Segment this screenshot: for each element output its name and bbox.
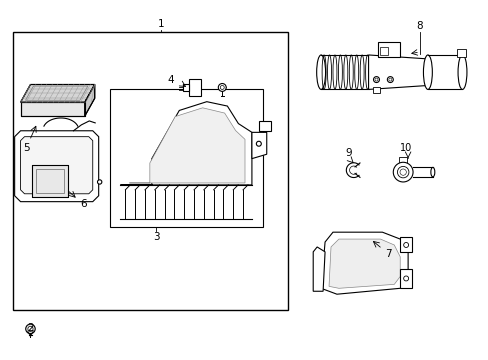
Bar bbox=[258, 121, 270, 131]
Circle shape bbox=[386, 77, 392, 82]
Polygon shape bbox=[313, 247, 325, 291]
Polygon shape bbox=[20, 102, 84, 116]
Polygon shape bbox=[399, 237, 411, 252]
Polygon shape bbox=[84, 85, 95, 116]
Polygon shape bbox=[368, 55, 427, 89]
Circle shape bbox=[97, 180, 102, 184]
Bar bbox=[32, 165, 68, 197]
Circle shape bbox=[256, 141, 261, 146]
Polygon shape bbox=[20, 137, 93, 194]
Polygon shape bbox=[399, 269, 411, 288]
Ellipse shape bbox=[430, 167, 434, 177]
Polygon shape bbox=[321, 232, 407, 294]
Circle shape bbox=[218, 84, 226, 91]
Circle shape bbox=[403, 276, 408, 281]
Bar bbox=[380, 47, 387, 55]
Polygon shape bbox=[328, 239, 399, 288]
Text: 3: 3 bbox=[152, 232, 159, 242]
Text: 5: 5 bbox=[23, 144, 30, 153]
Circle shape bbox=[374, 78, 377, 81]
Polygon shape bbox=[251, 132, 266, 159]
Polygon shape bbox=[129, 108, 244, 183]
Circle shape bbox=[28, 326, 33, 332]
Text: 6: 6 bbox=[81, 199, 87, 209]
Text: 2: 2 bbox=[27, 323, 34, 333]
Polygon shape bbox=[120, 102, 251, 185]
Text: 9: 9 bbox=[345, 148, 351, 158]
Circle shape bbox=[220, 85, 224, 89]
Bar bbox=[36, 169, 64, 193]
Polygon shape bbox=[15, 131, 99, 202]
Ellipse shape bbox=[423, 55, 431, 89]
Circle shape bbox=[26, 324, 35, 334]
Ellipse shape bbox=[457, 55, 466, 89]
Ellipse shape bbox=[316, 55, 325, 89]
Circle shape bbox=[403, 243, 408, 247]
Bar bbox=[372, 87, 380, 93]
Circle shape bbox=[392, 162, 412, 182]
Bar bbox=[32, 165, 68, 197]
Text: 8: 8 bbox=[416, 21, 423, 31]
Text: 1: 1 bbox=[157, 19, 164, 30]
Bar bbox=[20, 102, 84, 116]
Text: 10: 10 bbox=[399, 144, 411, 153]
Circle shape bbox=[397, 166, 408, 178]
Bar bbox=[398, 157, 407, 163]
Bar bbox=[109, 89, 262, 227]
Text: 7: 7 bbox=[384, 249, 391, 259]
Circle shape bbox=[399, 169, 406, 175]
Polygon shape bbox=[20, 85, 95, 102]
Bar bbox=[456, 49, 466, 57]
Bar bbox=[13, 32, 287, 310]
Polygon shape bbox=[183, 84, 188, 91]
Bar bbox=[188, 78, 201, 96]
Circle shape bbox=[388, 78, 391, 81]
Circle shape bbox=[373, 77, 379, 82]
Bar bbox=[378, 42, 399, 57]
Text: 4: 4 bbox=[167, 75, 174, 85]
